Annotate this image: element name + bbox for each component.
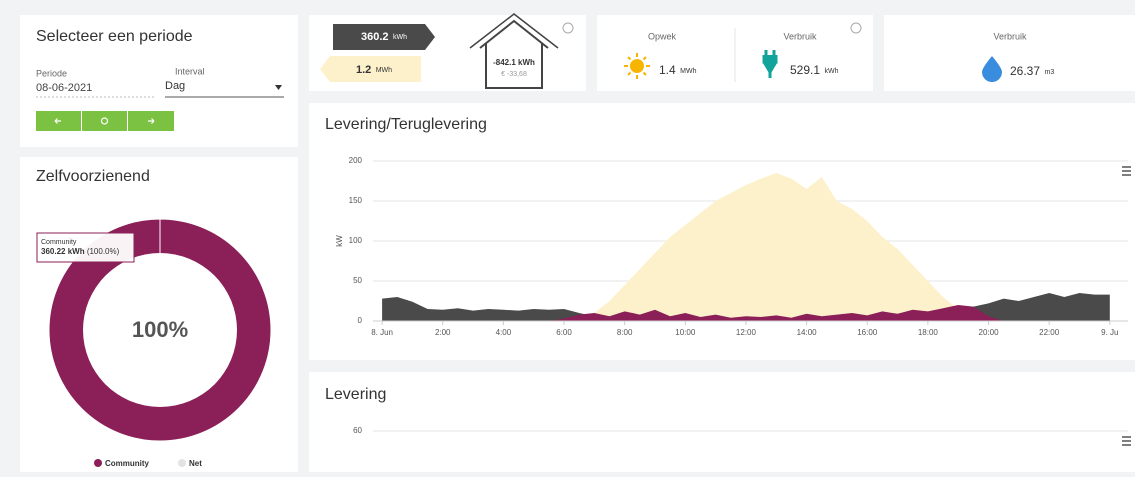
water-label: Verbruik [993,31,1027,41]
water-unit: m3 [1044,69,1054,76]
consumption-unit: kWh [824,68,838,75]
import-unit: kWh [393,34,407,41]
x-tick-label: 8. Jun [371,328,393,337]
export-arrow [320,56,421,82]
tooltip-value: 360.22 kWh [41,247,85,256]
x-tick-label: 12:00 [736,328,757,337]
y-tick-label: 50 [353,276,362,285]
y-tick-label: 150 [349,196,363,205]
interval-value[interactable]: Dag [165,80,185,92]
interval-label: Interval [175,66,205,76]
export-text: 1.2 MWh [356,61,392,78]
production-unit: MWh [680,68,696,75]
x-tick-label: 14:00 [797,328,818,337]
next-icon [148,118,155,124]
menu-icon[interactable] [1122,436,1131,446]
export-value: 1.2 [356,64,371,76]
y-tick-label: 200 [349,156,363,165]
legend: Community Net [94,459,202,468]
refresh-icon [100,117,109,125]
delivery-chart-title: Levering [325,386,386,403]
import-text: 360.2 kWh [361,28,407,45]
x-tick-label: 18:00 [918,328,939,337]
production-text: 1.4 MWh [659,62,697,79]
legend-label: Net [189,459,202,468]
drop-icon [982,56,1002,82]
y-axis-label: kW [335,235,344,247]
tooltip-name: Community [41,239,77,246]
flow-plot: 0 50 100 150 200 8. Jun 2:00 4:00 6:00 8:00 10:00 1… [349,156,1128,337]
y-tick-label: 100 [349,236,363,245]
x-tick-label: 8:00 [617,328,633,337]
consumption-text: 529.1 kWh [790,62,839,79]
area-series [382,305,1110,321]
center-label: 100% [132,317,188,342]
tooltip-text: 360.22 kWh (100.0%) [41,247,120,256]
export-unit: MWh [376,67,392,74]
prev-icon [54,118,61,124]
x-tick-label: 2:00 [435,328,451,337]
import-arrow [333,24,435,50]
production-label: Opwek [648,31,677,41]
refresh-button[interactable] [82,111,127,131]
x-tick-label: 16:00 [857,328,878,337]
nav-buttons [36,111,174,131]
net-cost: € -33,68 [501,71,527,78]
x-tick-label: 9. Ju [1101,328,1118,337]
period-label: Periode [36,68,67,78]
production-value: 1.4 [659,63,676,77]
water-text: 26.37 m3 [1010,63,1054,80]
legend-marker [94,459,102,467]
y-tick-label: 60 [353,426,362,435]
period-title: Selecteer een periode [36,28,193,45]
x-tick-label: 20:00 [979,328,1000,337]
x-tick-label: 22:00 [1039,328,1060,337]
water-card [884,15,1135,91]
legend-label: Community [105,459,150,468]
donut-hole [83,253,237,407]
y-tick-label: 0 [358,316,363,325]
house-roof [469,13,559,49]
menu-icon[interactable] [1122,166,1131,176]
dropdown-arrow[interactable] [275,85,282,90]
house-icon [479,19,549,89]
x-tick-label: 10:00 [675,328,696,337]
self-sufficiency-title: Zelfvoorzienend [36,168,150,185]
flow-chart-title: Levering/Teruglevering [325,116,487,133]
help-icon[interactable] [850,22,862,34]
x-tick-label: 4:00 [496,328,512,337]
legend-marker [178,459,186,467]
consumption-label: Verbruik [783,31,817,41]
help-icon[interactable] [562,22,574,34]
area-series [382,173,1110,321]
plug-icon [762,50,778,78]
delivery-chart-card [309,372,1135,477]
tooltip [36,232,135,263]
import-value: 360.2 [361,31,389,43]
area-series [382,293,1110,321]
period-value[interactable]: 08-06-2021 [36,82,92,94]
water-value: 26.37 [1010,64,1040,78]
delivery-plot: 60 [353,426,1128,435]
sun-icon [624,53,650,79]
net-value: -842.1 kWh [493,58,535,67]
tooltip-share: (100.0%) [87,247,120,256]
consumption-value: 529.1 [790,63,820,77]
x-tick-label: 6:00 [556,328,572,337]
